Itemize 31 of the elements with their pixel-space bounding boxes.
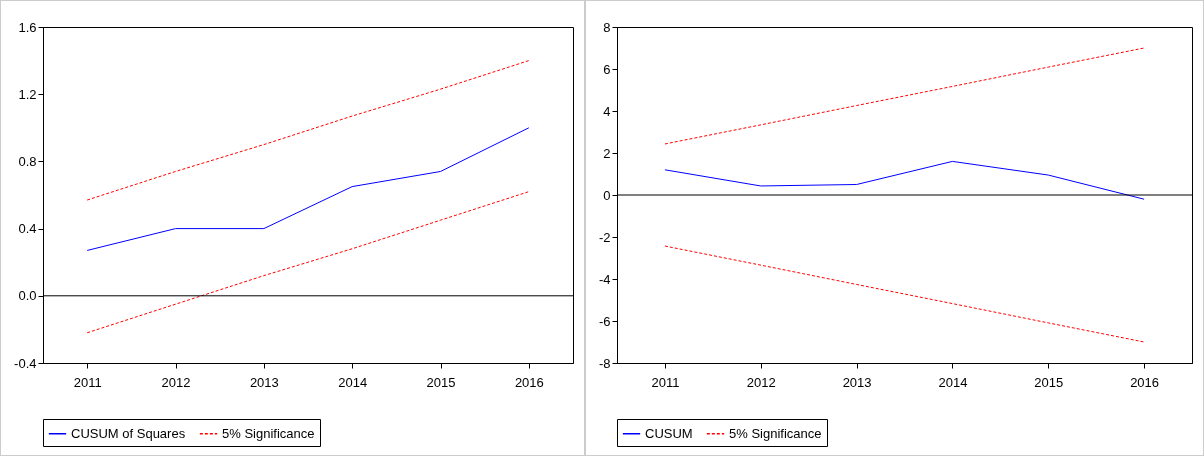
y-tick-label: 0.0 bbox=[18, 288, 37, 304]
y-tick-label: 8 bbox=[603, 19, 611, 35]
y-tick-label: 2 bbox=[603, 145, 611, 161]
y-tick-label: 4 bbox=[603, 103, 611, 119]
x-tick-label: 2012 bbox=[161, 374, 191, 390]
y-tick-label: -8 bbox=[598, 355, 611, 371]
y-tick-label: 1.2 bbox=[18, 86, 37, 102]
x-tick-label: 2015 bbox=[1034, 374, 1064, 390]
x-tick-label: 2013 bbox=[842, 374, 872, 390]
y-tick-label: 0 bbox=[603, 187, 611, 203]
x-tick-label: 2016 bbox=[514, 374, 544, 390]
y-tick-label: -0.4 bbox=[14, 355, 37, 371]
y-tick-label: 6 bbox=[603, 61, 611, 77]
legend-label: CUSUM bbox=[645, 425, 693, 441]
x-tick-label: 2012 bbox=[746, 374, 776, 390]
x-tick-label: 2011 bbox=[73, 374, 102, 390]
y-tick-label: -6 bbox=[598, 313, 611, 329]
x-tick-label: 2015 bbox=[426, 374, 456, 390]
x-tick-label: 2016 bbox=[1130, 374, 1160, 390]
legend-label: 5% Significance bbox=[729, 425, 822, 441]
x-tick-label: 2014 bbox=[938, 374, 968, 390]
y-tick-label: 1.6 bbox=[18, 19, 37, 35]
legend-label: CUSUM of Squares bbox=[71, 425, 186, 441]
y-tick-label: -4 bbox=[598, 271, 611, 287]
y-tick-label: 0.4 bbox=[18, 221, 37, 237]
x-tick-label: 2011 bbox=[651, 374, 680, 390]
x-tick-label: 2013 bbox=[249, 374, 279, 390]
x-tick-label: 2014 bbox=[338, 374, 368, 390]
y-tick-label: -2 bbox=[598, 229, 611, 245]
y-tick-label: 0.8 bbox=[18, 153, 37, 169]
legend-label: 5% Significance bbox=[222, 425, 315, 441]
